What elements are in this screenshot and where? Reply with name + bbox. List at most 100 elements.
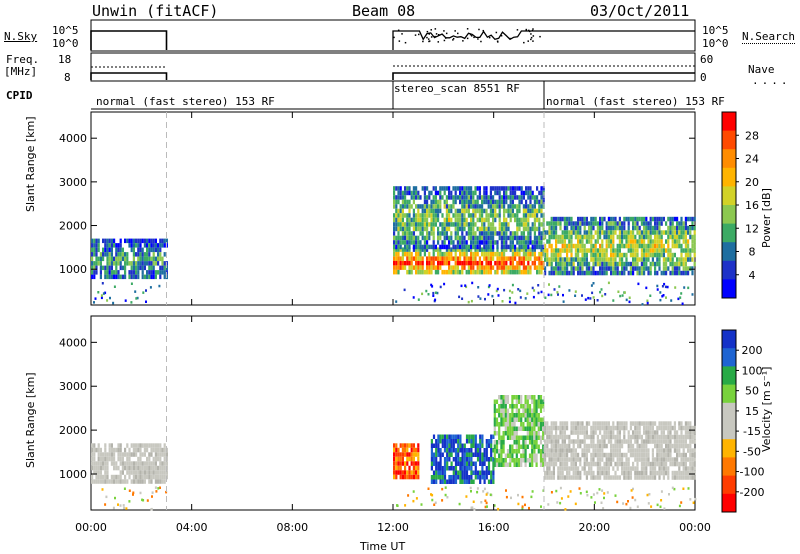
power-cell xyxy=(415,195,418,200)
velocity-cell xyxy=(645,425,648,431)
velocity-cell xyxy=(130,461,133,466)
power-cell xyxy=(399,260,402,266)
power-cell xyxy=(481,260,484,266)
velocity-cell xyxy=(126,465,129,471)
velocity-cell xyxy=(441,470,444,475)
power-cell xyxy=(654,252,657,258)
power-cell xyxy=(603,252,606,258)
power-cell xyxy=(485,199,488,205)
power-cell xyxy=(500,204,503,209)
velocity-cell xyxy=(450,443,453,448)
velocity-cell xyxy=(115,447,118,453)
velocity-cell xyxy=(583,434,586,440)
power-cell xyxy=(559,257,562,262)
power-cell xyxy=(470,269,473,275)
velocity-cell xyxy=(417,474,420,480)
velocity-cell xyxy=(511,395,514,400)
velocity-cell xyxy=(680,434,683,440)
power-cell xyxy=(419,260,422,266)
velocity-cell xyxy=(463,475,466,480)
power-scatter-cell xyxy=(443,282,446,286)
power-cell xyxy=(437,260,440,266)
power-cell xyxy=(489,199,492,205)
velocity-scatter-cell xyxy=(441,487,444,491)
velocity-cell xyxy=(612,448,615,453)
power-cell xyxy=(583,234,586,240)
power-cell xyxy=(552,257,555,262)
velocity-cell xyxy=(590,475,593,480)
velocity-cell xyxy=(658,421,661,426)
power-cell xyxy=(141,274,144,280)
power-cell xyxy=(529,247,532,252)
velocity-cell xyxy=(502,458,505,463)
velocity-cell xyxy=(539,426,543,431)
power-cell xyxy=(113,270,116,275)
power-cell xyxy=(443,260,446,266)
velocity-cell xyxy=(498,413,501,418)
power-cell xyxy=(430,204,433,209)
power-cell xyxy=(472,217,475,223)
velocity-cell xyxy=(483,457,486,462)
velocity-cell xyxy=(570,461,573,467)
power-cell xyxy=(141,270,144,275)
velocity-cell xyxy=(159,452,162,457)
power-cell xyxy=(393,226,396,232)
velocity-cell xyxy=(95,465,98,471)
velocity-cell xyxy=(430,475,433,480)
power-cell xyxy=(470,186,473,191)
velocity-cell xyxy=(684,443,687,449)
power-cell xyxy=(680,243,683,249)
velocity-scatter-cell xyxy=(560,497,563,500)
power-cell xyxy=(540,260,543,266)
power-cell xyxy=(408,217,411,223)
velocity-cell xyxy=(579,421,582,426)
velocity-cell xyxy=(555,461,558,467)
power-scatter-cell xyxy=(568,289,571,292)
power-cell xyxy=(461,251,464,257)
velocity-cell xyxy=(546,475,549,480)
power-cell xyxy=(450,190,453,196)
velocity-cell xyxy=(397,456,400,462)
power-cell xyxy=(137,270,140,275)
power-cell xyxy=(684,248,687,253)
power-cell xyxy=(99,252,102,257)
velocity-cell xyxy=(585,421,588,426)
nsearch-point xyxy=(426,30,429,33)
power-cell xyxy=(434,217,437,223)
velocity-cell xyxy=(588,466,591,471)
velocity-cell xyxy=(159,479,162,484)
power-cell xyxy=(529,213,532,218)
velocity-cell xyxy=(498,449,501,454)
power-cell xyxy=(465,240,468,245)
velocity-cell xyxy=(415,452,418,457)
velocity-cell xyxy=(689,425,692,431)
power-cell xyxy=(459,247,462,252)
power-cell xyxy=(533,231,536,236)
velocity-cell xyxy=(506,426,510,431)
power-cell xyxy=(410,204,413,209)
velocity-ytick-label: 4000 xyxy=(59,336,87,349)
power-cell xyxy=(691,234,694,240)
velocity-cell xyxy=(629,425,632,431)
power-cell xyxy=(680,230,683,235)
power-cell xyxy=(640,239,643,244)
velocity-cell xyxy=(625,466,628,471)
power-cell xyxy=(461,222,464,227)
velocity-cell xyxy=(412,447,415,453)
power-cell xyxy=(612,225,615,231)
velocity-cell xyxy=(599,425,602,431)
velocity-cell xyxy=(594,475,597,480)
power-cell xyxy=(410,265,413,270)
power-cell xyxy=(139,247,142,253)
velocity-cell xyxy=(605,470,608,476)
nsearch-point xyxy=(397,29,400,32)
velocity-cell xyxy=(524,399,527,404)
velocity-cell xyxy=(669,425,672,431)
power-cell xyxy=(108,238,111,244)
velocity-cell xyxy=(671,434,674,440)
velocity-cell xyxy=(441,443,444,448)
velocity-cell xyxy=(579,430,582,435)
power-cell xyxy=(563,216,566,222)
power-cell xyxy=(529,204,532,209)
velocity-cell xyxy=(439,461,442,466)
